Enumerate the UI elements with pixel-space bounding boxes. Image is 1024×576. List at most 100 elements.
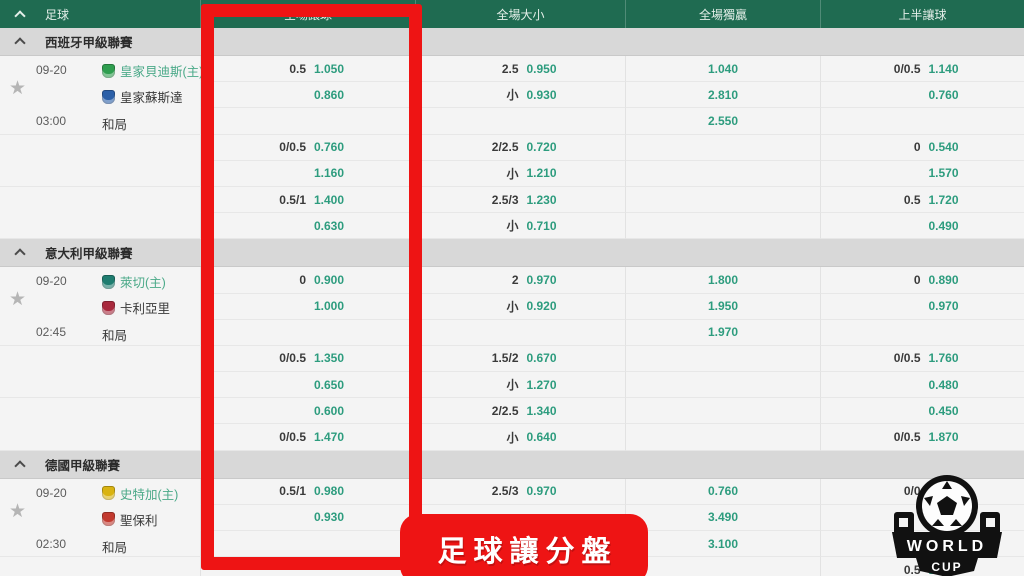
- handicap-odds-cell[interactable]: [200, 319, 415, 346]
- half-handicap-odds-cell[interactable]: 0/0.5 1.140: [820, 56, 1024, 83]
- half-handicap-odds-cell[interactable]: [820, 319, 1024, 346]
- over-under-odds-cell[interactable]: [415, 319, 625, 346]
- win-odds-cell[interactable]: [625, 424, 820, 451]
- handicap-odds-cell[interactable]: 0.930: [200, 504, 415, 531]
- win-odds-cell[interactable]: 1.040: [625, 56, 820, 83]
- over-under-odds-cell[interactable]: 小 1.270: [415, 372, 625, 399]
- handicap-odds-cell[interactable]: [200, 108, 415, 135]
- odds-row: 0 0.900 2 0.970 1.800 0 0.890: [0, 267, 1024, 294]
- header-sport[interactable]: 足球: [0, 0, 200, 28]
- half-handicap-odds-cell[interactable]: 0/0.5 1.870: [820, 424, 1024, 451]
- over-under-odds-cell[interactable]: 小 0.640: [415, 424, 625, 451]
- half-handicap-odds-cell[interactable]: 0 0.890: [820, 267, 1024, 294]
- odds-value: 0.930: [314, 510, 345, 525]
- away-team[interactable]: 聖保利: [102, 510, 158, 529]
- handicap-odds-cell[interactable]: 0.630: [200, 213, 415, 240]
- over-under-odds-cell[interactable]: 小 0.920: [415, 293, 625, 320]
- half-handicap-odds-cell[interactable]: 0.5 1.720: [820, 186, 1024, 214]
- match-info: ★ 09-20 02:45 萊切(主) 卡利亞里 和局: [0, 267, 200, 346]
- half-handicap-odds-cell[interactable]: [820, 108, 1024, 135]
- half-handicap-odds-cell[interactable]: 0.760: [820, 82, 1024, 109]
- handicap-odds-cell[interactable]: 0/0.5 1.350: [200, 345, 415, 373]
- win-odds-cell[interactable]: 1.800: [625, 267, 820, 294]
- over-under-odds-cell[interactable]: 2.5 0.950: [415, 56, 625, 83]
- win-odds-cell[interactable]: 2.550: [625, 108, 820, 135]
- header-col-full-win[interactable]: 全場獨贏: [625, 0, 820, 28]
- half-handicap-odds-cell[interactable]: 0/0.5 1.760: [820, 345, 1024, 373]
- over-under-odds-cell[interactable]: [415, 108, 625, 135]
- win-odds-cell[interactable]: [625, 345, 820, 373]
- header-col-full-handicap[interactable]: 全場讓球: [200, 0, 415, 28]
- handicap-odds-cell[interactable]: [200, 557, 415, 576]
- home-team[interactable]: 史特加(主): [102, 484, 178, 503]
- odds-value: 0.710: [526, 218, 557, 233]
- over-under-odds-cell[interactable]: [415, 531, 625, 558]
- total-line: 2/2.5: [491, 403, 519, 418]
- half-handicap-odds-cell[interactable]: [820, 504, 1024, 531]
- over-under-odds-cell[interactable]: 2/2.5 1.340: [415, 398, 625, 425]
- header-col-full-over-under[interactable]: 全場大小: [415, 0, 625, 28]
- win-odds-cell[interactable]: [625, 160, 820, 187]
- match-info-cell: [0, 531, 200, 558]
- over-under-odds-cell[interactable]: [415, 557, 625, 576]
- win-odds-cell[interactable]: 0.760: [625, 478, 820, 505]
- league-header[interactable]: 西班牙甲級聯賽: [0, 28, 1024, 56]
- away-team[interactable]: 卡利亞里: [102, 298, 170, 317]
- over-under-odds-cell[interactable]: 1.5/2 0.670: [415, 345, 625, 373]
- win-odds-cell[interactable]: [625, 134, 820, 161]
- half-handicap-odds-cell[interactable]: 0/0: [820, 478, 1024, 505]
- half-handicap-odds-cell[interactable]: 0.970: [820, 293, 1024, 320]
- league-header[interactable]: 德國甲級聯賽: [0, 450, 1024, 479]
- home-team[interactable]: 皇家貝迪斯(主): [102, 61, 203, 80]
- home-team[interactable]: 萊切(主): [102, 272, 166, 291]
- half-handicap-odds-cell[interactable]: [820, 531, 1024, 558]
- win-odds-cell[interactable]: 1.950: [625, 293, 820, 320]
- favorite-star-icon[interactable]: ★: [9, 500, 27, 522]
- over-under-odds-cell[interactable]: [415, 504, 625, 531]
- header-col-half-handicap[interactable]: 上半讓球: [820, 0, 1024, 28]
- win-odds-cell[interactable]: [625, 372, 820, 399]
- handicap-odds-cell[interactable]: 0.5/1 0.980: [200, 478, 415, 505]
- handicap-odds-cell[interactable]: 1.000: [200, 293, 415, 320]
- league-header[interactable]: 意大利甲級聯賽: [0, 239, 1024, 268]
- odds-value: 1.210: [526, 166, 557, 181]
- win-odds-cell[interactable]: 3.490: [625, 504, 820, 531]
- over-under-odds-cell[interactable]: 2 0.970: [415, 267, 625, 294]
- handicap-odds-cell[interactable]: [200, 531, 415, 558]
- handicap-odds-cell[interactable]: 1.160: [200, 160, 415, 187]
- match-info-cell: [0, 557, 200, 576]
- handicap-odds-cell[interactable]: 0/0.5 0.760: [200, 134, 415, 161]
- favorite-star-icon[interactable]: ★: [9, 78, 27, 99]
- over-under-odds-cell[interactable]: 2.5/3 0.970: [415, 478, 625, 505]
- half-handicap-odds-cell[interactable]: 0.480: [820, 372, 1024, 399]
- handicap-odds-cell[interactable]: 0.600: [200, 398, 415, 425]
- win-odds-cell[interactable]: 3.100: [625, 531, 820, 558]
- half-handicap-odds-cell[interactable]: 1.570: [820, 160, 1024, 187]
- win-odds-cell[interactable]: 2.810: [625, 82, 820, 109]
- handicap-odds-cell[interactable]: 0.5/1 1.400: [200, 186, 415, 214]
- handicap-odds-cell[interactable]: 0.650: [200, 372, 415, 399]
- over-under-odds-cell[interactable]: 2/2.5 0.720: [415, 134, 625, 161]
- over-under-odds-cell[interactable]: 2.5/3 1.230: [415, 186, 625, 214]
- handicap-odds-cell[interactable]: 0/0.5 1.470: [200, 424, 415, 451]
- half-handicap-odds-cell[interactable]: 0 0.540: [820, 134, 1024, 161]
- win-odds-cell[interactable]: 1.970: [625, 319, 820, 346]
- win-odds-cell[interactable]: [625, 398, 820, 425]
- handicap-odds-cell[interactable]: 0.5 1.050: [200, 56, 415, 83]
- handicap-line: 0/0.5: [893, 430, 921, 445]
- win-odds-cell[interactable]: [625, 557, 820, 576]
- handicap-odds-cell[interactable]: 0.860: [200, 82, 415, 109]
- over-under-odds-cell[interactable]: 小 1.210: [415, 160, 625, 187]
- half-handicap-odds-cell[interactable]: 0.490: [820, 213, 1024, 240]
- half-handicap-odds-cell[interactable]: 0.450: [820, 398, 1024, 425]
- over-under-odds-cell[interactable]: 小 0.710: [415, 213, 625, 240]
- handicap-odds-cell[interactable]: 0 0.900: [200, 267, 415, 294]
- win-odds-cell[interactable]: [625, 186, 820, 214]
- win-odds-cell[interactable]: [625, 213, 820, 240]
- over-under-odds-cell[interactable]: 小 0.930: [415, 82, 625, 109]
- half-handicap-odds-cell[interactable]: 0.5 1.300: [820, 557, 1024, 576]
- favorite-star-icon[interactable]: ★: [9, 289, 27, 311]
- match-info-cell: [0, 424, 200, 451]
- away-team[interactable]: 皇家蘇斯達: [102, 87, 183, 106]
- odds-row: 0.5 1.050 2.5 0.950 1.040 0/0.5 1.140: [0, 56, 1024, 83]
